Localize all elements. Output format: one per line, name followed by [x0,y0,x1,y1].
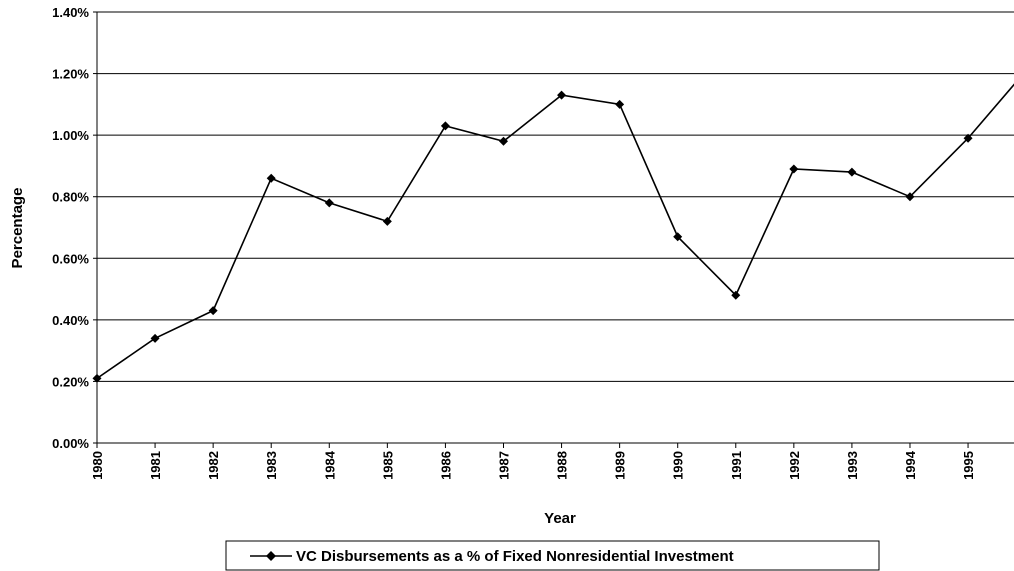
point-marker [847,167,857,177]
series-line [96,83,1014,380]
x-tick-label: 1989 [613,451,628,480]
point-marker [324,198,334,208]
legend-marker [266,551,276,561]
legend-box [225,540,880,571]
y-tick-label: 0.00% [52,436,89,451]
y-tick-label: 0.80% [52,190,89,205]
x-tick-label: 1981 [148,451,163,480]
point-marker [92,373,102,383]
point-marker [905,192,915,202]
point-marker [557,90,567,100]
point-marker [266,173,276,183]
point-marker [615,99,625,109]
point-marker [382,216,392,226]
x-tick-label: 1980 [90,451,105,480]
point-marker [963,133,973,143]
x-tick-label: 1992 [787,451,802,480]
x-tick-label: 1984 [322,450,337,480]
y-tick-label: 1.00% [52,128,89,143]
x-tick-label: 1983 [264,451,279,480]
legend-label: VC Disbursements as a % of Fixed Nonresi… [296,548,734,565]
x-tick-label: 1994 [903,450,918,480]
x-tick-label: 1993 [845,451,860,480]
x-tick-label: 1990 [671,451,686,480]
y-tick-label: 1.40% [52,5,89,20]
x-tick-label: 1995 [961,451,976,480]
point-marker [673,232,683,242]
x-tick-label: 1986 [438,451,453,480]
point-marker [731,290,741,300]
x-tick-label: 1985 [380,451,395,480]
y-tick-label: 0.20% [52,374,89,389]
y-tick-label: 0.40% [52,313,89,328]
y-tick-label: 0.60% [52,251,89,266]
x-tick-label: 1982 [206,451,221,480]
x-axis-title: Year [544,510,576,527]
point-marker [498,136,508,146]
x-tick-label: 1987 [496,451,511,480]
point-marker [208,306,218,316]
x-tick-label: 1991 [729,451,744,480]
y-tick-label: 1.20% [52,67,89,82]
y-axis-title: Percentage [9,188,26,269]
x-tick-label: 1988 [555,451,570,480]
point-marker [150,333,160,343]
point-marker [789,164,799,174]
point-marker [440,121,450,131]
